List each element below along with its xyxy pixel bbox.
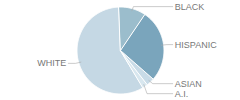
svg-text:BLACK: BLACK [175,1,205,11]
svg-text:HISPANIC: HISPANIC [175,40,217,50]
svg-text:A.I.: A.I. [175,89,189,99]
svg-text:WHITE: WHITE [37,58,66,68]
svg-text:ASIAN: ASIAN [175,79,202,89]
